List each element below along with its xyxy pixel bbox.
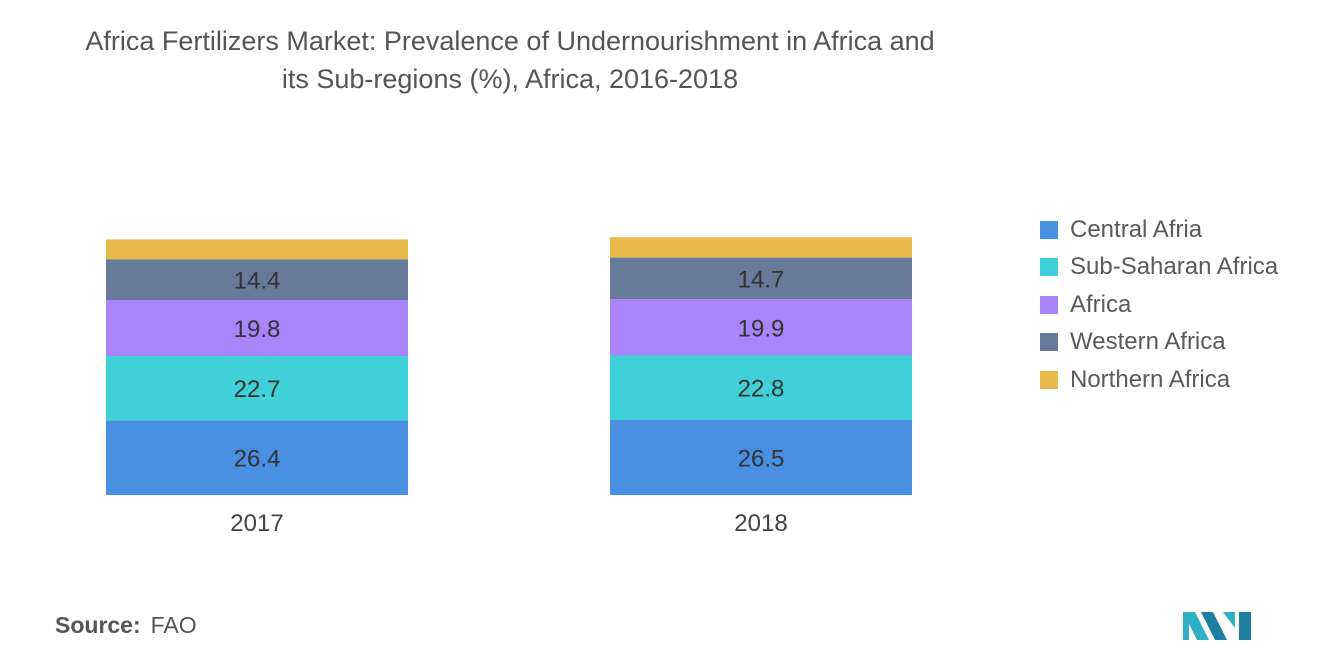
- x-tick-label-2018: 2018: [734, 510, 787, 537]
- bar-western-africa-2017: [106, 259, 408, 301]
- data-label-central-afria-2018: 26.5: [738, 446, 785, 473]
- legend-item-africa: Africa: [1040, 286, 1278, 324]
- chart-legend: Central Afria Sub-Saharan Africa Africa Wes…: [1040, 211, 1278, 399]
- bar-africa-2017: [106, 300, 408, 357]
- bar-central-afria-2017: [106, 420, 408, 495]
- x-tick-label-2017: 2017: [230, 510, 283, 537]
- bar-sub-saharan-africa-2018: [610, 355, 912, 421]
- bar-sub-saharan-africa-2017: [106, 356, 408, 421]
- bar-western-africa-2018: [610, 257, 912, 300]
- data-label-africa-2018: 19.9: [738, 315, 785, 342]
- source-value: FAO: [150, 612, 197, 638]
- legend-item-western-africa: Western Africa: [1040, 324, 1278, 362]
- legend-swatch: [1040, 333, 1058, 352]
- data-label-western-africa-2018: 14.7: [738, 266, 785, 293]
- bar-northern-africa-2018: [610, 237, 912, 258]
- legend-swatch: [1040, 258, 1058, 277]
- legend-label: Africa: [1070, 290, 1132, 318]
- legend-label: Western Africa: [1070, 328, 1226, 356]
- company-logo: [1183, 604, 1251, 645]
- chart-title-line-2: its Sub-regions (%), Africa, 2016-2018: [281, 64, 739, 94]
- legend-swatch: [1040, 370, 1058, 389]
- source-label: Source:: [55, 612, 141, 638]
- data-label-sub-saharan-africa-2018: 22.8: [738, 376, 785, 403]
- legend-label: Central Afria: [1070, 215, 1203, 243]
- legend-label: Sub-Saharan Africa: [1070, 253, 1279, 281]
- legend-swatch: [1040, 220, 1058, 239]
- legend-label: Northern Africa: [1070, 365, 1231, 393]
- data-label-sub-saharan-africa-2017: 22.7: [234, 376, 281, 403]
- legend-swatch: [1040, 295, 1058, 314]
- data-label-western-africa-2017: 14.4: [234, 268, 281, 295]
- stacked-bar-chart: 26.4 22.7 19.8 14.4 2017 26.5 22.8 19.9 14.7 2018: [106, 237, 912, 537]
- bar-central-afria-2018: [610, 420, 912, 495]
- data-label-central-afria-2017: 26.4: [234, 446, 281, 473]
- bar-northern-africa-2017: [106, 239, 408, 260]
- data-label-africa-2017: 19.8: [234, 316, 281, 343]
- bar-africa-2018: [610, 299, 912, 356]
- source-note: Source: FAO: [55, 612, 197, 639]
- legend-item-northern-africa: Northern Africa: [1040, 361, 1278, 399]
- chart-title: Africa Fertilizers Market: Prevalence of…: [10, 22, 1010, 98]
- legend-item-sub-saharan-africa: Sub-Saharan Africa: [1040, 249, 1278, 287]
- legend-item-central-afria: Central Afria: [1040, 211, 1278, 249]
- chart-title-line-1: Africa Fertilizers Market: Prevalence of…: [85, 26, 935, 56]
